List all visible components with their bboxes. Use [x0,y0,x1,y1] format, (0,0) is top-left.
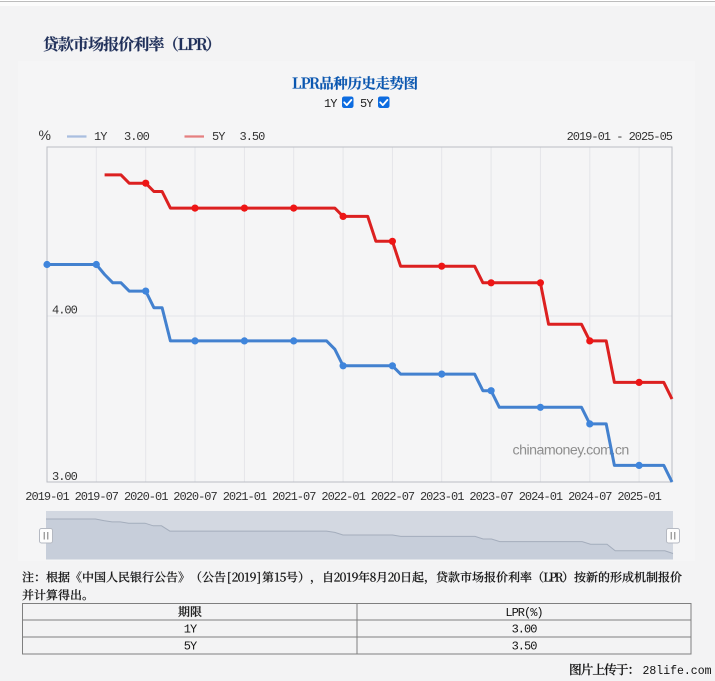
svg-text:2023-01: 2023-01 [420,490,464,504]
svg-text:4.00: 4.00 [52,304,78,318]
svg-text:3.50: 3.50 [512,640,538,654]
svg-text:2019-07: 2019-07 [75,490,119,504]
svg-text:3.00: 3.00 [124,130,150,144]
svg-text:3.50: 3.50 [240,130,266,144]
svg-text:5Y: 5Y [184,640,197,654]
svg-text:5Y: 5Y [212,130,225,144]
svg-text:2021-07: 2021-07 [272,490,316,504]
svg-text:1Y: 1Y [184,623,197,637]
svg-text:1Y: 1Y [94,130,107,144]
svg-text:2019-01: 2019-01 [25,490,69,504]
svg-text:1Y: 1Y [324,97,337,111]
svg-text:28life.com: 28life.com [643,665,712,678]
svg-text:2023-07: 2023-07 [469,490,513,504]
svg-text:chinamoney.com.cn: chinamoney.com.cn [513,442,629,458]
svg-text:2025-01: 2025-01 [617,490,661,504]
svg-text:2024-01: 2024-01 [519,490,563,504]
svg-text:2019-01 - 2025-05: 2019-01 - 2025-05 [567,130,673,144]
svg-text:2024-07: 2024-07 [568,490,612,504]
svg-text:2021-01: 2021-01 [223,490,267,504]
svg-text:2022-01: 2022-01 [321,490,365,504]
svg-text:3.00: 3.00 [52,470,78,484]
svg-text:5Y: 5Y [360,97,373,111]
svg-text:2020-01: 2020-01 [124,490,168,504]
svg-text:3.00: 3.00 [512,623,538,637]
svg-text:2022-07: 2022-07 [371,490,415,504]
svg-text:%: % [39,127,51,143]
svg-text:LPR(%): LPR(%) [505,606,542,620]
svg-text:2020-07: 2020-07 [173,490,217,504]
